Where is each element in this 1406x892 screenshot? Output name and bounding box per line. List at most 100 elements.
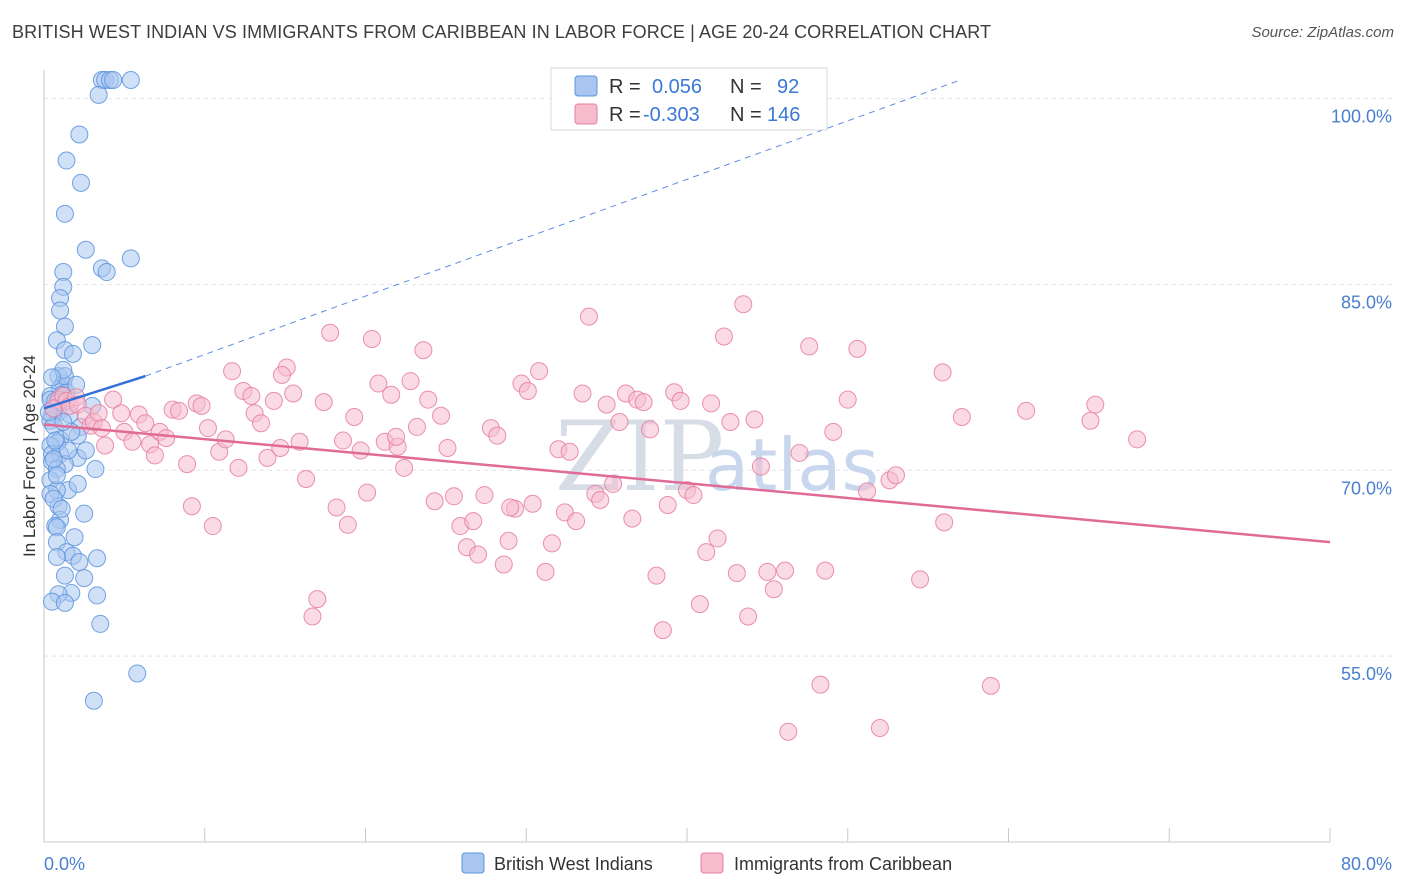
point-caribbean-53 <box>345 408 364 427</box>
point-british-west-indian-9 <box>55 204 74 223</box>
point-caribbean-119 <box>751 457 770 476</box>
point-caribbean-62 <box>401 372 420 391</box>
point-caribbean-138 <box>981 676 1000 695</box>
point-caribbean-66 <box>425 492 444 511</box>
point-caribbean-146 <box>387 427 406 446</box>
point-caribbean-44 <box>290 432 309 451</box>
point-caribbean-51 <box>333 431 352 450</box>
point-caribbean-118 <box>745 410 764 429</box>
point-caribbean-83 <box>530 362 549 381</box>
point-caribbean-77 <box>494 555 513 574</box>
point-caribbean-93 <box>591 491 610 510</box>
point-british-west-indian-17 <box>51 301 70 320</box>
trend-lines <box>43 79 1331 544</box>
point-british-west-indian-22 <box>63 344 82 363</box>
point-caribbean-136 <box>935 513 954 532</box>
point-caribbean-131 <box>870 719 889 738</box>
point-caribbean-29 <box>198 419 217 438</box>
point-british-west-indian-5 <box>89 85 108 104</box>
point-caribbean-13 <box>104 390 123 409</box>
point-british-west-indian-66 <box>88 586 107 605</box>
point-british-west-indian-10 <box>76 240 95 259</box>
point-british-west-indian-59 <box>47 548 66 567</box>
y-tick-label-3: 55.0% <box>1341 664 1392 684</box>
point-caribbean-57 <box>369 374 388 393</box>
y-tick-label-2: 70.0% <box>1341 478 1392 498</box>
point-caribbean-64 <box>414 341 433 360</box>
point-caribbean-96 <box>610 412 629 431</box>
point-caribbean-78 <box>499 531 518 550</box>
point-caribbean-12 <box>96 436 115 455</box>
point-caribbean-41 <box>271 438 290 457</box>
point-caribbean-140 <box>1081 411 1100 430</box>
legend-n-value-1: 92 <box>777 76 799 98</box>
point-caribbean-18 <box>136 414 155 433</box>
y-axis-label: In Labor Force | Age 20-24 <box>20 355 39 557</box>
point-caribbean-108 <box>684 486 703 505</box>
point-caribbean-137 <box>952 408 971 427</box>
x-tick-label-min: 0.0% <box>44 854 85 874</box>
point-caribbean-52 <box>338 515 357 534</box>
legend-n-label-2: N = <box>730 104 762 126</box>
point-caribbean-20 <box>145 446 164 465</box>
point-caribbean-125 <box>811 675 830 694</box>
point-caribbean-74 <box>475 486 494 505</box>
point-british-west-indian-13 <box>97 263 116 282</box>
point-caribbean-111 <box>702 394 721 413</box>
point-caribbean-127 <box>824 422 843 441</box>
point-british-west-indian-61 <box>88 549 107 568</box>
point-caribbean-124 <box>800 337 819 356</box>
legend-r-value-1: 0.056 <box>652 76 702 98</box>
point-caribbean-65 <box>419 390 438 409</box>
point-caribbean-49 <box>321 323 340 342</box>
point-british-west-indian-90 <box>43 368 62 387</box>
correlation-legend: R = 0.056 N = 92 R = -0.303 N = 146 <box>550 67 828 131</box>
point-caribbean-38 <box>252 414 271 433</box>
point-caribbean-135 <box>933 363 952 382</box>
point-british-west-indian-6 <box>70 125 89 144</box>
point-caribbean-68 <box>438 438 457 457</box>
point-british-west-indian-18 <box>55 317 74 336</box>
bottom-legend-swatch-blue <box>461 852 485 874</box>
point-british-west-indian-60 <box>70 552 89 571</box>
point-caribbean-16 <box>123 432 142 451</box>
point-british-west-indian-84 <box>75 504 94 523</box>
point-caribbean-130 <box>858 482 877 501</box>
point-british-west-indian-11 <box>121 249 140 268</box>
point-caribbean-100 <box>634 393 653 412</box>
point-caribbean-88 <box>560 442 579 461</box>
point-caribbean-114 <box>721 412 740 431</box>
point-caribbean-81 <box>518 381 537 400</box>
point-caribbean-47 <box>308 590 327 609</box>
point-caribbean-126 <box>816 561 835 580</box>
point-british-west-indian-79 <box>68 474 87 493</box>
point-caribbean-10 <box>89 404 108 423</box>
point-caribbean-48 <box>314 393 333 412</box>
source-label: Source: ZipAtlas.com <box>1251 24 1394 41</box>
trend-line-blue <box>43 374 146 410</box>
point-caribbean-104 <box>658 495 677 514</box>
point-caribbean-54 <box>351 441 370 460</box>
point-caribbean-101 <box>641 420 660 439</box>
point-british-west-indian-3 <box>104 71 123 89</box>
point-british-west-indian-47 <box>86 460 105 479</box>
point-caribbean-94 <box>597 395 616 414</box>
series-british-west-indians <box>39 71 147 710</box>
point-british-west-indian-19 <box>83 336 102 355</box>
legend-n-label-1: N = <box>730 76 762 98</box>
point-caribbean-122 <box>776 561 795 580</box>
point-british-west-indian-69 <box>91 614 110 633</box>
point-caribbean-134 <box>911 570 930 589</box>
point-caribbean-22 <box>157 429 176 448</box>
point-caribbean-115 <box>727 564 746 583</box>
y-tick-labels: 100.0% 85.0% 70.0% 55.0% <box>1331 107 1392 685</box>
point-caribbean-45 <box>297 469 316 488</box>
point-british-west-indian-91 <box>52 499 71 518</box>
x-ticks <box>43 828 1331 842</box>
point-caribbean-116 <box>734 295 753 314</box>
point-caribbean-141 <box>1086 395 1105 414</box>
point-caribbean-102 <box>647 566 666 585</box>
point-caribbean-84 <box>536 562 555 581</box>
point-british-west-indian-62 <box>55 566 74 585</box>
